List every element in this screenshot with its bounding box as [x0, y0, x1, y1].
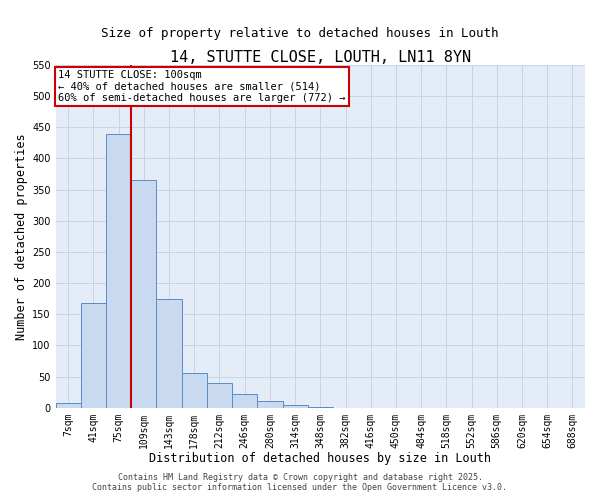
Bar: [56, 402, 81, 407]
Bar: [257, 402, 283, 407]
Text: Size of property relative to detached houses in Louth: Size of property relative to detached ho…: [101, 28, 499, 40]
Title: 14, STUTTE CLOSE, LOUTH, LN11 8YN: 14, STUTTE CLOSE, LOUTH, LN11 8YN: [170, 50, 471, 65]
Bar: [308, 407, 333, 408]
Bar: [106, 134, 131, 407]
Bar: [157, 298, 182, 408]
Bar: [283, 405, 308, 407]
Bar: [207, 383, 232, 407]
X-axis label: Distribution of detached houses by size in Louth: Distribution of detached houses by size …: [149, 452, 491, 465]
Bar: [182, 374, 207, 408]
Y-axis label: Number of detached properties: Number of detached properties: [15, 133, 28, 340]
Bar: [131, 180, 157, 408]
Bar: [232, 394, 257, 407]
Bar: [81, 303, 106, 408]
Text: Contains HM Land Registry data © Crown copyright and database right 2025.
Contai: Contains HM Land Registry data © Crown c…: [92, 473, 508, 492]
Text: 14 STUTTE CLOSE: 100sqm
← 40% of detached houses are smaller (514)
60% of semi-d: 14 STUTTE CLOSE: 100sqm ← 40% of detache…: [58, 70, 346, 103]
